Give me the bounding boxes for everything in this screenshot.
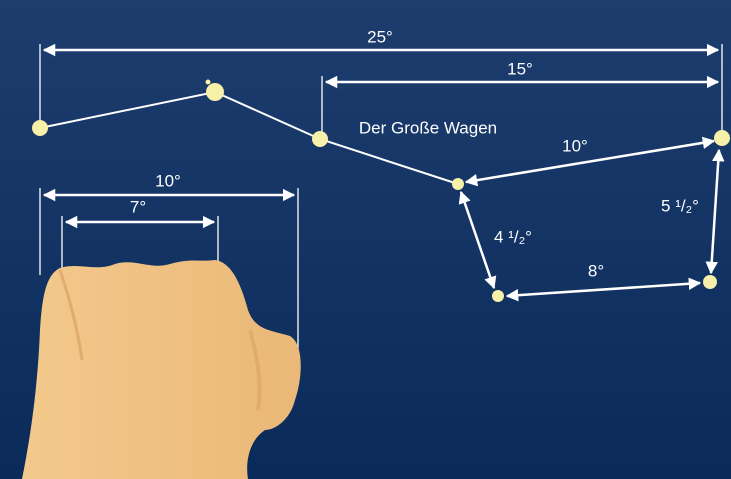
label: 7° <box>130 197 146 216</box>
label: 4 ¹/₂° <box>494 227 532 246</box>
label: 25° <box>367 27 393 46</box>
label: 8° <box>588 261 604 280</box>
diagram: 25° 15° Der Große Wagen 10° 4 ¹/₂° 5 ¹/₂… <box>0 0 731 479</box>
label: 5 ¹/₂° <box>661 196 699 215</box>
title: Der Große Wagen <box>359 118 497 137</box>
label: 10° <box>155 171 181 190</box>
label: 10° <box>562 136 588 155</box>
label: 15° <box>507 59 533 78</box>
